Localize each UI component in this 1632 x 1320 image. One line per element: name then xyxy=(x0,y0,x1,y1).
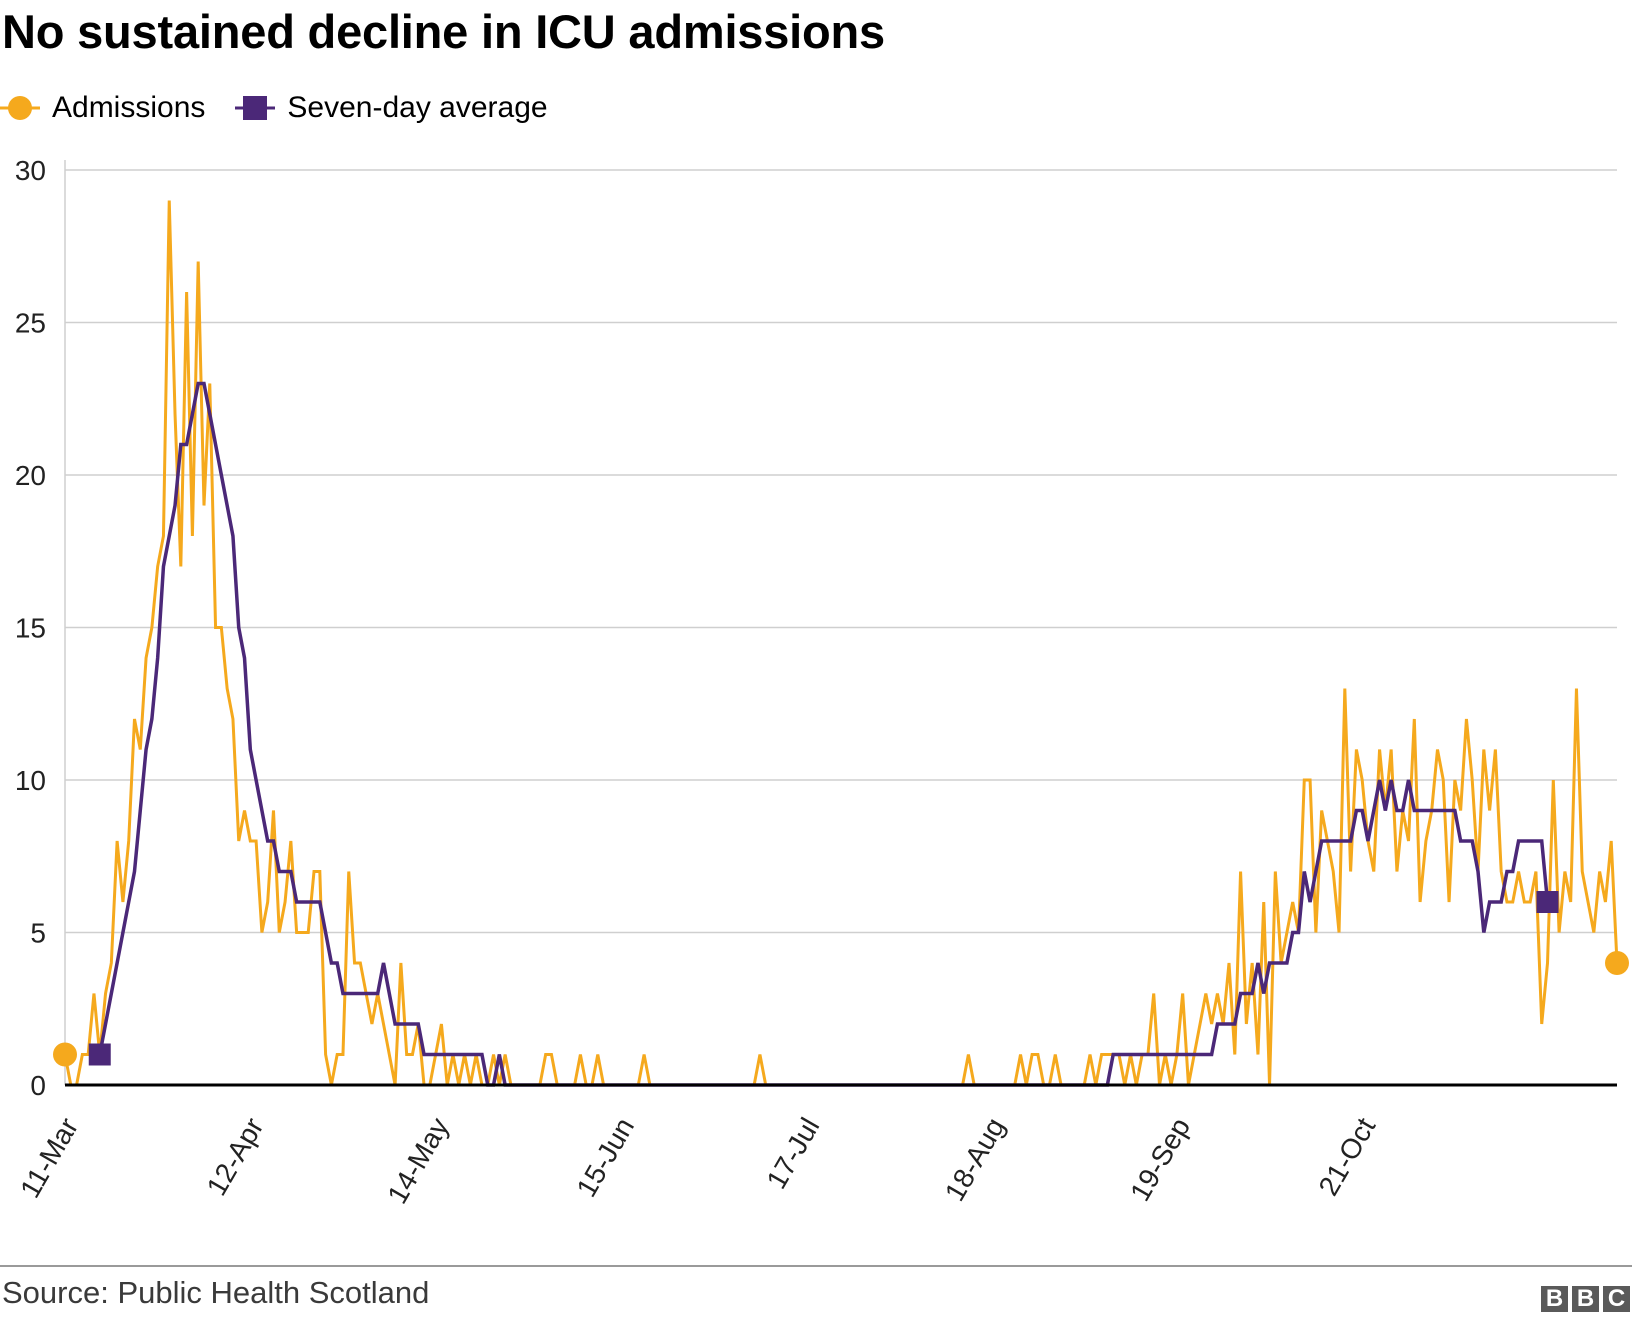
bbc-logo-letter: B xyxy=(1572,1286,1599,1312)
y-tick-label: 10 xyxy=(15,765,46,796)
chart-title: No sustained decline in ICU admissions xyxy=(2,5,885,58)
bbc-logo-letter: C xyxy=(1603,1286,1630,1312)
circle-marker-icon xyxy=(0,86,42,130)
x-tick-label: 18-Aug xyxy=(939,1113,1011,1207)
x-tick-label: 17-Jul xyxy=(760,1113,825,1195)
legend-label-seven-day-average: Seven-day average xyxy=(287,91,548,124)
source-note: Source: Public Health Scotland xyxy=(2,1275,430,1310)
y-tick-label: 20 xyxy=(15,460,46,491)
bbc-logo: B B C xyxy=(1537,1286,1630,1312)
seven-day-average-endpoint-marker xyxy=(88,1043,111,1066)
seven-day-average-endpoint-marker xyxy=(1536,891,1559,913)
y-tick-label: 5 xyxy=(30,918,46,949)
seven-day-average-line xyxy=(98,381,1550,1087)
bbc-logo-letter: B xyxy=(1541,1286,1568,1312)
footer-divider xyxy=(0,1265,1632,1267)
y-tick-label: 30 xyxy=(15,155,46,186)
square-marker-icon xyxy=(235,86,277,130)
admissions-line xyxy=(63,200,1619,1087)
admissions-endpoint-marker xyxy=(53,1042,77,1067)
legend-label-admissions: Admissions xyxy=(52,91,206,124)
legend-item-admissions[interactable]: Admissions xyxy=(0,86,205,130)
y-tick-label: 15 xyxy=(15,613,46,644)
x-tick-label: 19-Sep xyxy=(1124,1113,1196,1207)
x-tick-label: 14-May xyxy=(381,1113,455,1209)
x-tick-label: 15-Jun xyxy=(570,1113,640,1203)
admissions-endpoint-marker xyxy=(1605,951,1629,975)
x-tick-label: 12-Apr xyxy=(201,1113,270,1201)
x-tick-label: 21-Oct xyxy=(1313,1112,1382,1200)
legend: Admissions Seven-day average xyxy=(0,86,578,130)
y-tick-label: 25 xyxy=(15,308,46,339)
line-chart: 0 5 10 15 20 25 30 11-Mar 12-Apr 14-May 15-Jun 17-J… xyxy=(14,155,1629,1209)
x-tick-label: 11-Mar xyxy=(14,1113,84,1204)
y-tick-label: 0 xyxy=(30,1070,46,1101)
legend-item-seven-day-average[interactable]: Seven-day average xyxy=(235,86,548,130)
